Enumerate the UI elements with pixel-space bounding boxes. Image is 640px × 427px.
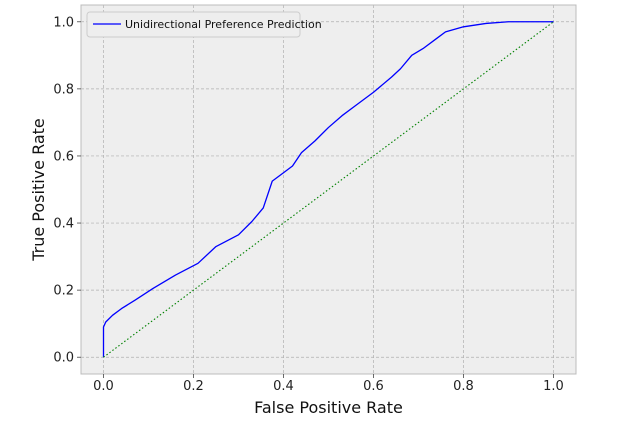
x-tick-label: 0.8 xyxy=(453,379,474,394)
y-axis-ticks: 0.0 0.2 0.4 0.6 0.8 1.0 xyxy=(53,15,81,366)
x-tick-label: 0.0 xyxy=(93,379,114,394)
y-axis-title: True Positive Rate xyxy=(29,118,48,262)
x-tick-label: 0.2 xyxy=(183,379,204,394)
x-tick-label: 0.6 xyxy=(363,379,384,394)
series-layer xyxy=(102,21,554,358)
y-tick-label: 0.6 xyxy=(53,149,74,164)
roc-curve-line xyxy=(102,21,554,358)
y-tick-label: 0.0 xyxy=(53,351,74,366)
y-tick-label: 0.4 xyxy=(53,217,74,232)
x-tick-label: 1.0 xyxy=(543,379,564,394)
y-tick-label: 1.0 xyxy=(53,15,74,30)
legend-label-unidirectional: Unidirectional Preference Prediction xyxy=(125,18,322,31)
x-axis-ticks: 0.0 0.2 0.4 0.6 0.8 1.0 xyxy=(93,374,564,394)
legend-box xyxy=(86,11,301,38)
axes-frame xyxy=(80,4,577,375)
x-axis-title: False Positive Rate xyxy=(254,398,403,417)
y-tick-label: 0.8 xyxy=(53,82,74,97)
y-tick-label: 0.2 xyxy=(53,284,74,299)
chance-diagonal-line xyxy=(103,21,554,358)
grid-lines xyxy=(81,5,576,374)
x-tick-label: 0.4 xyxy=(273,379,294,394)
legend: Unidirectional Preference Prediction xyxy=(86,11,322,38)
